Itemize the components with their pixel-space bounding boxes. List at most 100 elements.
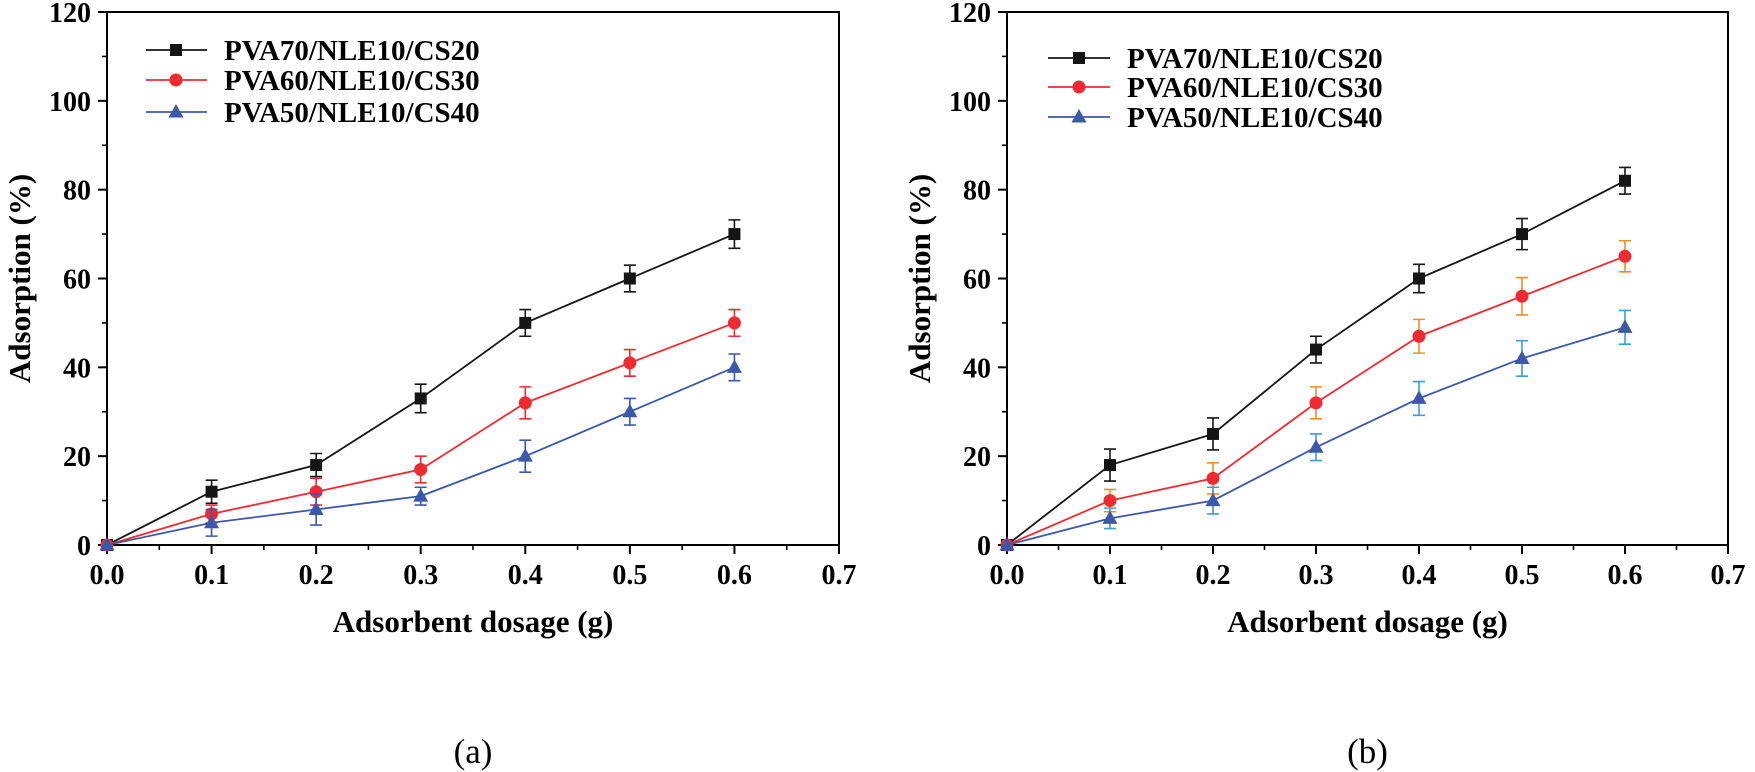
data-point-triangle [1617, 319, 1633, 333]
x-tick-label: 0.6 [717, 560, 752, 591]
legend-entry-pva70-nle10-cs20: PVA70/NLE10/CS20 [146, 35, 480, 67]
data-point-circle [1412, 329, 1426, 343]
x-tick-label: 0.1 [1093, 560, 1128, 591]
data-point-circle [309, 485, 323, 499]
data-point-triangle [1411, 390, 1427, 404]
y-tick-label: 100 [49, 87, 91, 118]
data-point-circle [1618, 249, 1632, 263]
data-point-circle [414, 462, 428, 476]
axes: 0 20 40 60 80 100 120 0.0 0.1 0.2 0.3 0.4 0.5 0.6 0.7 [949, 0, 1746, 591]
legend-marker-circle [1072, 80, 1086, 94]
legend-label: PVA50/NLE10/CS40 [1127, 102, 1383, 134]
x-tick-label: 0.2 [299, 560, 334, 591]
y-tick-label: 60 [963, 265, 991, 296]
chart-b: 0 20 40 60 80 100 120 0.0 0.1 0.2 0.3 0.4 0.5 0.6 0.7 A… [902, 0, 1746, 771]
y-tick-label: 40 [63, 353, 91, 384]
series-pva50-nle10-cs40 [99, 353, 742, 551]
legend: PVA70/NLE10/CS20PVA60/NLE10/CS30PVA50/NL… [146, 35, 480, 129]
y-axis-title: Adsorption (%) [902, 174, 937, 383]
legend-entry-pva60-nle10-cs30: PVA60/NLE10/CS30 [1048, 72, 1383, 104]
data-point-triangle [1205, 492, 1221, 507]
data-point-triangle [308, 501, 324, 515]
data-point-square [310, 459, 323, 472]
data-point-circle [1103, 494, 1117, 508]
x-tick-label: 0.7 [822, 560, 857, 591]
data-point-square [414, 392, 427, 405]
y-tick-label: 20 [963, 442, 991, 473]
data-point-triangle [726, 359, 742, 373]
plot-area [999, 166, 1633, 552]
legend-label: PVA70/NLE10/CS20 [1127, 43, 1383, 75]
data-point-square [1310, 343, 1322, 356]
x-tick-label: 0.7 [1711, 560, 1746, 591]
data-point-triangle [1102, 510, 1118, 524]
y-tick-label: 60 [63, 265, 91, 296]
x-tick-label: 0.3 [403, 560, 438, 591]
x-tick-label: 0.0 [90, 560, 125, 591]
y-tick-label: 20 [63, 442, 91, 473]
data-point-triangle [204, 514, 220, 529]
data-point-triangle [1308, 439, 1324, 453]
data-point-circle [1515, 289, 1529, 303]
legend-entry-pva70-nle10-cs20: PVA70/NLE10/CS20 [1048, 43, 1383, 75]
data-point-triangle [622, 403, 638, 418]
x-tick-label: 0.4 [1402, 560, 1437, 591]
series-pva70-nle10-cs20 [1001, 166, 1631, 551]
data-point-triangle [517, 448, 533, 462]
x-tick-label: 0.5 [1505, 560, 1540, 591]
data-point-circle [1309, 396, 1323, 410]
y-tick-label: 120 [949, 0, 991, 29]
y-tick-label: 40 [963, 353, 991, 384]
x-tick-label: 0.3 [1299, 560, 1334, 591]
x-tick-label: 0.4 [508, 560, 543, 591]
x-axis-title: Adsorbent dosage (g) [1227, 604, 1508, 639]
y-tick-label: 0 [977, 531, 991, 562]
data-point-square [1413, 272, 1425, 285]
x-tick-label: 0.6 [1608, 560, 1643, 591]
legend-entry-pva60-nle10-cs30: PVA60/NLE10/CS30 [146, 65, 480, 97]
data-point-triangle [99, 537, 115, 551]
plot-frame [1006, 11, 1729, 546]
y-tick-label: 100 [949, 87, 991, 118]
y-tick-label: 80 [63, 176, 91, 207]
series-pva60-nle10-cs30 [1000, 239, 1632, 552]
x-tick-label: 0.1 [194, 560, 229, 591]
x-tick-label: 0.0 [990, 560, 1025, 591]
chart-a: 0 20 40 60 80 100 120 0.0 0.1 0.2 0.3 0.4 0.5 0.6 0.7 A… [2, 0, 857, 771]
data-point-triangle [413, 488, 429, 502]
data-point-square [623, 272, 636, 285]
data-point-circle [623, 356, 637, 370]
legend-marker-triangle [168, 104, 184, 118]
legend-marker-square [170, 44, 182, 56]
panel-label: (b) [1347, 732, 1388, 771]
data-point-square [1516, 228, 1528, 241]
y-tick-label: 80 [963, 176, 991, 207]
data-point-circle [518, 396, 532, 410]
y-tick-label: 0 [77, 531, 91, 562]
plot-area [99, 219, 742, 552]
legend-marker-square [1073, 52, 1085, 64]
series-pva70-nle10-cs20 [101, 219, 741, 551]
legend-entry-pva50-nle10-cs40: PVA50/NLE10/CS40 [1048, 102, 1383, 134]
legend-marker-triangle [1071, 109, 1087, 123]
data-point-square [205, 485, 218, 498]
legend-label: PVA70/NLE10/CS20 [224, 35, 480, 67]
legend-entry-pva50-nle10-cs40: PVA50/NLE10/CS40 [146, 97, 480, 129]
data-point-circle [727, 316, 741, 330]
y-tick-label: 120 [49, 0, 91, 29]
series-pva50-nle10-cs40 [999, 309, 1633, 551]
data-point-square [1619, 174, 1631, 187]
data-point-circle [1206, 471, 1220, 485]
data-point-square [1207, 427, 1219, 440]
x-tick-label: 0.5 [612, 560, 647, 591]
data-point-square [519, 316, 532, 329]
data-point-triangle [999, 537, 1015, 551]
legend-label: PVA60/NLE10/CS30 [224, 65, 480, 97]
axes: 0 20 40 60 80 100 120 0.0 0.1 0.2 0.3 0.4 0.5 0.6 0.7 [49, 0, 857, 591]
legend: PVA70/NLE10/CS20PVA60/NLE10/CS30PVA50/NL… [1048, 43, 1383, 134]
data-point-square [1104, 459, 1116, 472]
y-axis-title: Adsorption (%) [2, 174, 37, 383]
data-point-triangle [1514, 350, 1530, 364]
panel-label: (a) [454, 732, 493, 771]
